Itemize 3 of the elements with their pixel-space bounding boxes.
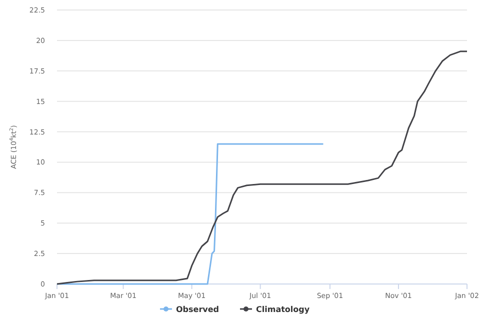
line-series bbox=[56, 143, 324, 285]
legend-label: Observed bbox=[176, 305, 220, 314]
legend-label: Climatology bbox=[256, 305, 310, 314]
